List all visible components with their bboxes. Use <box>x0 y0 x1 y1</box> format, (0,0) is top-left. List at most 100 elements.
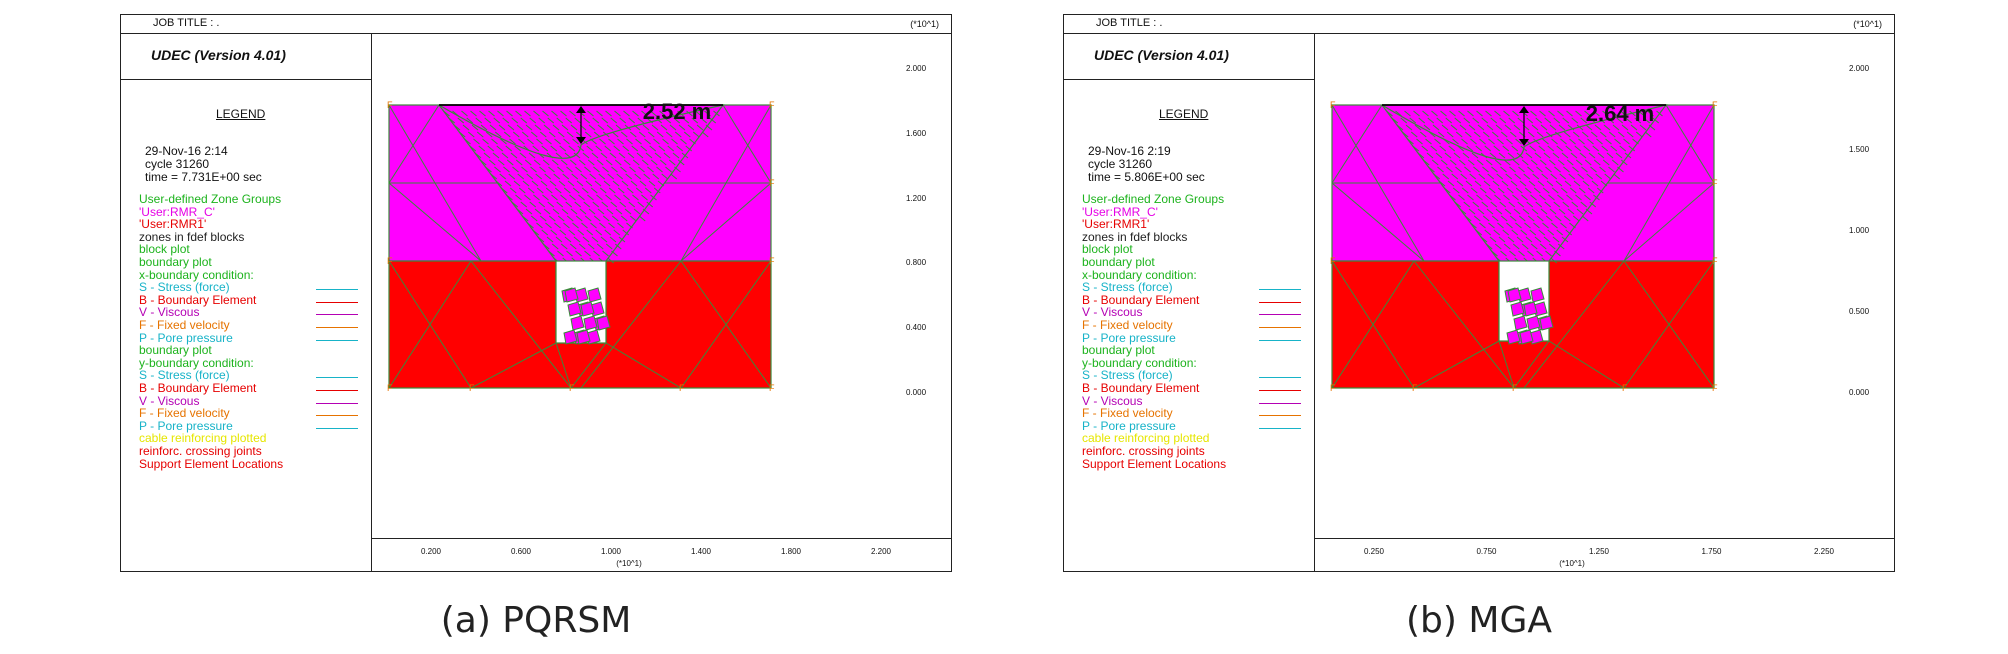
legend-title: LEGEND <box>216 107 266 121</box>
fixed-velocity-marker: F <box>1712 100 1718 110</box>
block-joint <box>475 117 483 124</box>
block-joint <box>570 208 578 215</box>
block-joint <box>1523 173 1531 180</box>
block-joint <box>583 117 591 124</box>
block-joint <box>1498 152 1506 159</box>
mesh-line <box>1623 260 1715 389</box>
block-joint <box>557 166 564 173</box>
block-joint <box>1443 187 1451 194</box>
block-joint <box>1509 215 1517 222</box>
block-joint <box>1644 131 1652 138</box>
block-joint <box>1479 187 1487 194</box>
block-joint <box>555 236 563 243</box>
block-joint <box>524 159 532 166</box>
block-joint <box>646 117 654 124</box>
block-joint <box>471 124 479 131</box>
block-joint <box>1446 131 1454 138</box>
block-joint <box>1421 145 1429 152</box>
block-joint <box>606 124 614 131</box>
fallen-block <box>570 315 585 331</box>
block-joint <box>474 152 482 159</box>
block-joint <box>1479 222 1486 229</box>
block-joint <box>623 110 630 117</box>
block-joint <box>551 243 559 250</box>
block-joint <box>641 159 649 166</box>
block-joint <box>533 110 540 117</box>
legend-swatch <box>316 327 358 328</box>
block-joint <box>1503 110 1510 117</box>
block-joint <box>572 138 579 145</box>
block-joint <box>1472 201 1480 208</box>
legend-entry: B - Boundary Element <box>139 292 257 307</box>
block-joint <box>535 173 543 180</box>
block-joint <box>611 215 619 222</box>
block-joint <box>1485 159 1493 166</box>
block-joint <box>1554 131 1562 138</box>
fallen-block <box>563 329 578 345</box>
block-joint <box>490 173 498 180</box>
block-joint <box>560 110 567 117</box>
block-joint <box>1599 131 1607 138</box>
fallen-block <box>567 301 582 317</box>
block-joint <box>595 145 603 152</box>
block-joint <box>596 110 603 117</box>
block-joint <box>590 138 597 145</box>
block-joint <box>1527 250 1534 257</box>
block-joint <box>565 201 573 208</box>
block-joint <box>551 110 558 117</box>
block-joint <box>1451 173 1459 180</box>
legend-entry: x-boundary condition: <box>1082 267 1197 282</box>
block-joint <box>527 222 534 229</box>
block-joint <box>545 222 552 229</box>
block-joint <box>604 229 612 236</box>
block-joint <box>705 124 713 131</box>
block-joint <box>542 110 549 117</box>
block-joint <box>1460 173 1468 180</box>
block-joint <box>1497 222 1504 229</box>
block-joint <box>1530 110 1537 117</box>
cycle-line: cycle 31260 <box>1088 157 1153 171</box>
block-joint <box>534 124 542 131</box>
block-joint <box>610 201 618 208</box>
block-joint <box>1478 173 1486 180</box>
block-joint <box>1593 159 1601 166</box>
block-joint <box>617 138 624 145</box>
block-joint <box>1525 152 1533 159</box>
block-joint <box>637 117 645 124</box>
block-joint <box>564 152 572 159</box>
block-joint <box>1571 201 1579 208</box>
block-joint <box>515 159 523 166</box>
block-joint <box>1612 124 1620 131</box>
block-joint <box>1510 180 1518 187</box>
block-joint <box>524 194 531 201</box>
block-joint <box>1470 187 1478 194</box>
block-joint <box>1512 243 1520 250</box>
block-joint <box>1615 152 1623 159</box>
date-line: 29-Nov-16 2:19 <box>1088 144 1171 158</box>
block-joint <box>650 110 657 117</box>
mesh-line <box>1498 340 1515 389</box>
block-joint <box>600 236 608 243</box>
block-joint <box>687 124 695 131</box>
x-axis-strip: (*10^1) 0.250 0.750 1.250 1.750 2.250 <box>1314 538 1894 572</box>
block-joint <box>1548 110 1555 117</box>
block-joint <box>1491 166 1498 173</box>
block-joint <box>1499 117 1507 124</box>
block-joint <box>1566 110 1573 117</box>
x-axis-multiplier: (*10^1) <box>1559 559 1585 568</box>
block-joint <box>1610 145 1618 152</box>
block-joint <box>1461 138 1468 145</box>
block-joint <box>553 173 561 180</box>
block-joint <box>650 194 657 201</box>
block-joint <box>453 124 461 131</box>
block-joint <box>1509 131 1517 138</box>
block-joint <box>1500 215 1508 222</box>
date-line: 29-Nov-16 2:14 <box>145 144 228 158</box>
block-joint <box>628 117 636 124</box>
block-joint <box>561 208 569 215</box>
block-joint <box>549 180 557 187</box>
block-joint <box>480 124 488 131</box>
block-joint <box>484 117 492 124</box>
mesh-line <box>1331 260 1415 389</box>
block-joint <box>637 201 645 208</box>
